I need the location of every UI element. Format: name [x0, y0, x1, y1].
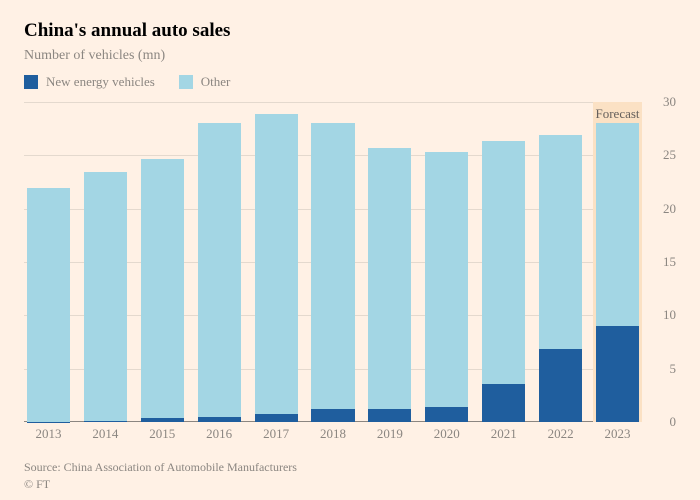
bar-segment-other	[27, 188, 70, 422]
legend-item-other: Other	[179, 74, 231, 90]
bar-segment-nev	[596, 326, 639, 422]
x-axis-label: 2016	[195, 426, 244, 446]
bar-segment-nev	[368, 409, 411, 422]
x-axis-label: 2014	[81, 426, 130, 446]
bar-slot: Forecast	[593, 102, 642, 422]
y-axis-label: 30	[648, 94, 676, 110]
stacked-bar	[482, 141, 525, 422]
bar-slot	[479, 102, 528, 422]
bar-slot	[365, 102, 414, 422]
stacked-bar	[141, 159, 184, 422]
x-axis-label: 2017	[252, 426, 301, 446]
chart-title: China's annual auto sales	[24, 20, 676, 42]
x-axis-label: 2022	[536, 426, 585, 446]
legend-swatch-other	[179, 75, 193, 89]
stacked-bar	[255, 114, 298, 422]
bar-slot	[81, 102, 130, 422]
legend-item-nev: New energy vehicles	[24, 74, 155, 90]
bar-segment-nev	[539, 349, 582, 422]
x-axis-label: 2023	[593, 426, 642, 446]
x-axis-label: 2020	[422, 426, 471, 446]
x-axis-label: 2019	[365, 426, 414, 446]
stacked-bar	[198, 123, 241, 422]
bar-slot	[422, 102, 471, 422]
bar-segment-other	[311, 123, 354, 409]
x-axis-label: 2013	[24, 426, 73, 446]
y-axis-label: 15	[648, 254, 676, 270]
bar-segment-nev	[425, 407, 468, 422]
bar-segment-other	[539, 135, 582, 348]
stacked-bar	[425, 152, 468, 422]
x-axis-label: 2018	[309, 426, 358, 446]
bar-segment-nev	[198, 417, 241, 422]
bar-slot	[138, 102, 187, 422]
legend: New energy vehicles Other	[24, 74, 676, 90]
bar-segment-nev	[84, 421, 127, 422]
bar-slot	[24, 102, 73, 422]
stacked-bar	[539, 135, 582, 422]
bar-segment-other	[368, 148, 411, 409]
chart-subtitle: Number of vehicles (mn)	[24, 48, 676, 64]
legend-label-nev: New energy vehicles	[46, 74, 155, 90]
stacked-bar	[596, 123, 639, 422]
legend-swatch-nev	[24, 75, 38, 89]
bar-segment-other	[84, 172, 127, 422]
stacked-bar	[311, 123, 354, 422]
bar-segment-other	[198, 123, 241, 416]
y-axis-label: 25	[648, 147, 676, 163]
bar-segment-other	[141, 159, 184, 418]
bar-segment-nev	[255, 414, 298, 422]
chart-container: China's annual auto sales Number of vehi…	[0, 0, 700, 500]
bar-segment-other	[482, 141, 525, 384]
bar-segment-nev	[141, 418, 184, 422]
bar-segment-other	[255, 114, 298, 414]
y-axis-label: 0	[648, 414, 676, 430]
stacked-bar	[84, 172, 127, 422]
bar-slot	[536, 102, 585, 422]
x-axis-label: 2021	[479, 426, 528, 446]
x-axis-labels: 2013 2014 2015 2016 2017 2018 2019 2020 2021 2022…	[24, 426, 642, 446]
bar-segment-nev	[311, 409, 354, 422]
y-axis-label: 5	[648, 361, 676, 377]
copyright-text: © FT	[24, 477, 676, 492]
bar-slot	[252, 102, 301, 422]
bars-group: Forecast	[24, 102, 642, 422]
legend-label-other: Other	[201, 74, 231, 90]
y-axis-label: 10	[648, 307, 676, 323]
bar-segment-nev	[482, 384, 525, 422]
bar-slot	[309, 102, 358, 422]
bar-segment-other	[425, 152, 468, 407]
y-axis-label: 20	[648, 201, 676, 217]
bar-segment-other	[596, 123, 639, 326]
stacked-bar	[27, 188, 70, 422]
x-axis-label: 2015	[138, 426, 187, 446]
bar-slot	[195, 102, 244, 422]
stacked-bar	[368, 148, 411, 422]
source-text: Source: China Association of Automobile …	[24, 460, 676, 475]
forecast-label: Forecast	[593, 106, 642, 122]
plot-area: 051015202530Forecast	[24, 102, 676, 422]
